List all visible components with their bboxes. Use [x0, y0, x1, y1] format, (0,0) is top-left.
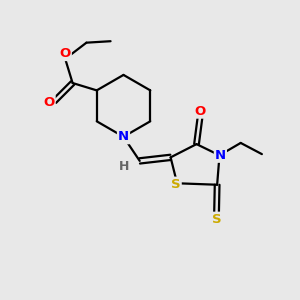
Text: N: N — [215, 149, 226, 162]
Text: S: S — [171, 178, 181, 191]
Text: N: N — [118, 130, 129, 143]
Text: S: S — [212, 213, 221, 226]
Text: O: O — [44, 96, 55, 109]
Text: H: H — [119, 160, 130, 173]
Text: O: O — [60, 47, 71, 60]
Text: O: O — [194, 105, 206, 118]
